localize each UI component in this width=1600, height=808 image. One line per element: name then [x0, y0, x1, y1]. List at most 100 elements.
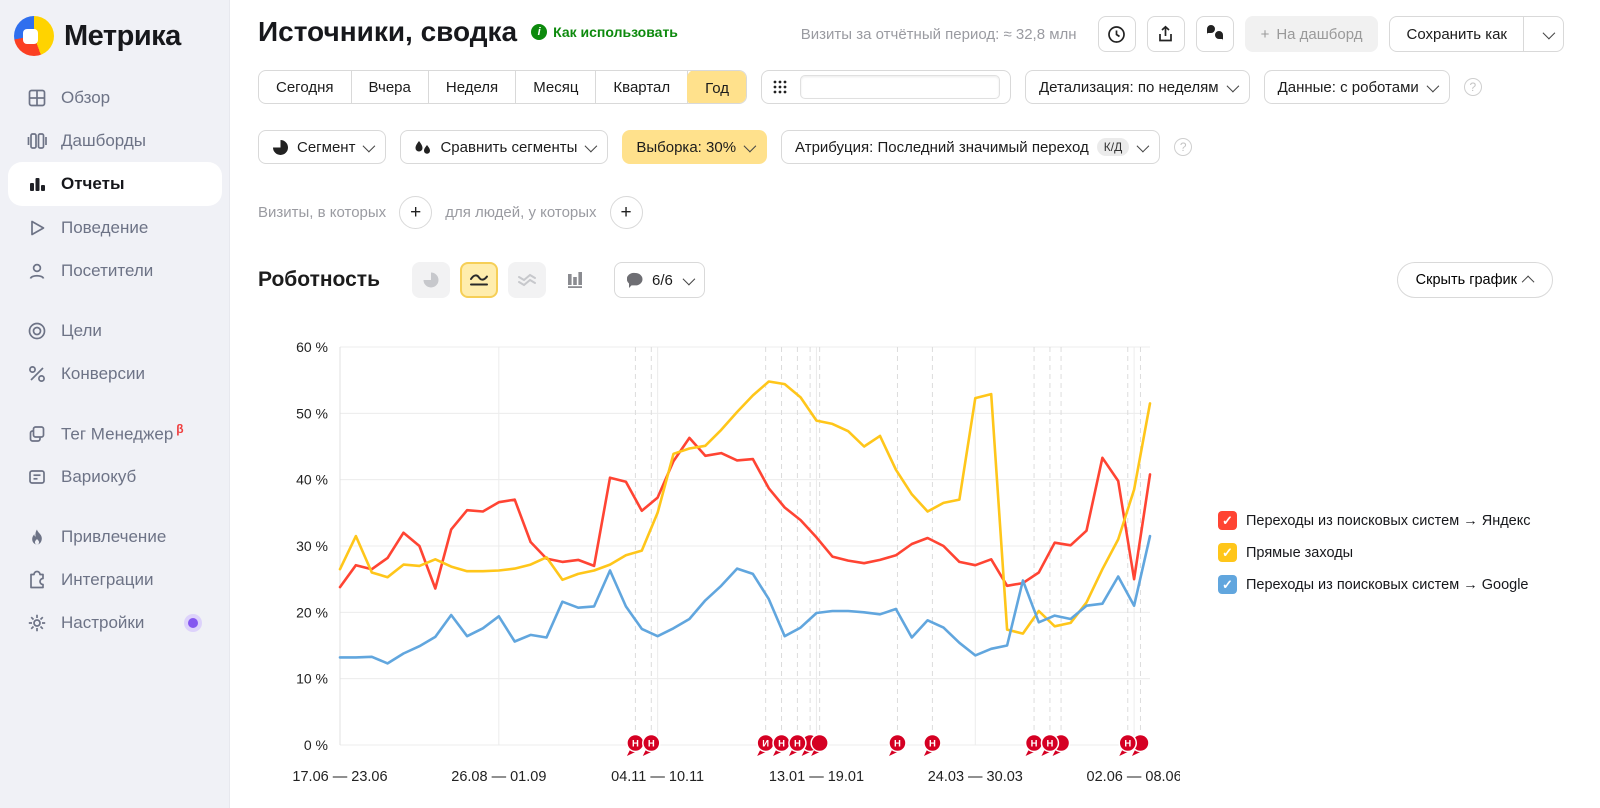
- save-as-button[interactable]: Сохранить как: [1406, 25, 1507, 43]
- save-as-dropdown-toggle[interactable]: [1523, 17, 1563, 51]
- chevron-down-icon: [1136, 139, 1150, 152]
- holiday-marker-letter: Н: [1124, 739, 1131, 750]
- x-axis-tick-label: 04.11 — 10.11: [611, 769, 704, 785]
- tab-yesterday[interactable]: Вчера: [352, 71, 429, 103]
- calendar-grid-icon[interactable]: [772, 79, 790, 95]
- add-to-dashboard-button[interactable]: + На дашборд: [1244, 16, 1379, 52]
- attribution-dropdown[interactable]: Атрибуция: Последний значимый переход К/…: [781, 130, 1161, 164]
- columns-chart-icon: [567, 272, 582, 288]
- y-axis-tick-label: 20 %: [296, 604, 328, 620]
- y-axis-tick-label: 30 %: [296, 538, 328, 554]
- x-axis-tick-label: 02.06 — 08.06: [1087, 769, 1180, 785]
- visits-period-note: Визиты за отчётный период: ≈ 32,8 млн: [800, 25, 1077, 43]
- visits-filter-label: Визиты, в которых: [258, 204, 387, 221]
- holiday-marker[interactable]: [888, 733, 907, 753]
- pie-icon: [273, 139, 288, 155]
- sidebar-item-reports[interactable]: Отчеты: [8, 162, 222, 206]
- hide-chart-button[interactable]: Скрыть график: [1396, 262, 1553, 298]
- sidebar-item-dashboards[interactable]: Дашборды: [0, 119, 230, 162]
- holiday-marker[interactable]: [642, 733, 661, 753]
- holiday-marker-letter: Н: [894, 739, 901, 750]
- sidebar-item-tag-manager[interactable]: Тег Менеджер β: [0, 412, 230, 455]
- speech-bubble-icon: [626, 272, 643, 288]
- person-icon: [26, 260, 47, 281]
- legend-item-google[interactable]: ✓ Переходы из поисковых систем → Google: [1218, 575, 1531, 594]
- line-chart-icon: [469, 274, 488, 286]
- y-axis-tick-label: 0 %: [304, 737, 328, 753]
- x-axis-tick-label: 13.01 — 19.01: [769, 769, 864, 785]
- gear-icon: [26, 612, 47, 633]
- date-range-input[interactable]: [800, 75, 1001, 99]
- annotations-dropdown[interactable]: 6/6: [613, 262, 705, 298]
- history-button[interactable]: [1097, 16, 1136, 52]
- attribution-badge: К/Д: [1096, 138, 1130, 156]
- sidebar-item-conversions[interactable]: Конверсии: [0, 352, 230, 395]
- sidebar-item-acquisition[interactable]: Привлечение: [0, 515, 230, 558]
- robotness-line-chart[interactable]: 0 % 10 % 20 % 30 % 40 % 50 % 60 % 17.06 — 23.06…: [270, 333, 1180, 799]
- sidebar-item-overview[interactable]: Обзор: [0, 76, 230, 119]
- tab-quarter[interactable]: Квартал: [596, 71, 689, 103]
- chevron-down-icon: [682, 272, 696, 285]
- holiday-marker-letter: Н: [778, 739, 785, 750]
- header-actions: Визиты за отчётный период: ≈ 32,8 млн + …: [801, 16, 1564, 52]
- how-to-use-link[interactable]: i Как использовать: [531, 24, 678, 40]
- holiday-marker[interactable]: [923, 733, 942, 753]
- holiday-marker[interactable]: [810, 733, 829, 753]
- tab-today[interactable]: Сегодня: [259, 71, 352, 103]
- legend-item-direct[interactable]: ✓ Прямые заходы: [1218, 543, 1531, 562]
- x-axis-tick-label: 17.06 — 23.06: [292, 769, 387, 785]
- sidebar-nav: Обзор Дашборды Отчеты Поведение Посетите…: [0, 76, 230, 644]
- holiday-marker[interactable]: [1040, 733, 1060, 753]
- chevron-up-icon: [1521, 275, 1535, 288]
- tab-week[interactable]: Неделя: [429, 71, 517, 103]
- help-icon[interactable]: ?: [1463, 78, 1482, 96]
- settings-notification-dot: [184, 613, 202, 632]
- clock-icon: [1108, 25, 1125, 43]
- data-mode-dropdown[interactable]: Данные: с роботами: [1263, 70, 1450, 104]
- holiday-marker[interactable]: [788, 733, 807, 753]
- sidebar-item-behavior[interactable]: Поведение: [0, 206, 230, 249]
- segment-dropdown[interactable]: Сегмент: [258, 130, 387, 164]
- dashboards-icon: [26, 130, 47, 151]
- checkbox-checked-icon: ✓: [1218, 511, 1237, 530]
- tab-month[interactable]: Месяц: [516, 71, 597, 103]
- sidebar-item-label: Конверсии: [61, 363, 145, 383]
- tab-year[interactable]: Год: [687, 71, 747, 103]
- stacked-area-icon: [517, 273, 536, 287]
- chart-type-line-button[interactable]: [459, 262, 498, 298]
- line-series[interactable]: [338, 380, 1152, 635]
- variocube-icon: [26, 466, 47, 487]
- period-controls-row: Сегодня Вчера Неделя Месяц Квартал Год Д…: [258, 70, 1482, 104]
- comments-button[interactable]: [1195, 16, 1234, 52]
- chevron-down-icon: [1426, 79, 1440, 92]
- sidebar-item-label: Цели: [61, 320, 102, 340]
- sidebar-item-integrations[interactable]: Интеграции: [0, 558, 230, 601]
- add-people-condition-button[interactable]: +: [609, 196, 643, 229]
- sidebar-item-label: Дашборды: [61, 130, 146, 150]
- sidebar-item-label: Настройки: [61, 612, 145, 632]
- sidebar-item-settings[interactable]: Настройки: [0, 601, 230, 644]
- sidebar-item-variocube[interactable]: Вариокуб: [0, 455, 230, 498]
- sampling-dropdown[interactable]: Выборка: 30%: [622, 130, 768, 164]
- holiday-marker[interactable]: [1118, 733, 1138, 753]
- chart-type-pie-button[interactable]: [411, 262, 450, 298]
- detail-dropdown[interactable]: Детализация: по неделям: [1025, 70, 1250, 104]
- app-logo[interactable]: Метрика: [14, 16, 181, 56]
- sidebar-item-visitors[interactable]: Посетители: [0, 249, 230, 292]
- line-series[interactable]: [338, 534, 1152, 665]
- compare-segments-dropdown[interactable]: Сравнить сегменты: [400, 130, 609, 164]
- flame-icon: [26, 526, 47, 547]
- legend-item-yandex[interactable]: ✓ Переходы из поисковых систем → Яндекс: [1218, 511, 1531, 530]
- period-tabs: Сегодня Вчера Неделя Месяц Квартал Год: [258, 70, 748, 104]
- chart-type-columns-button[interactable]: [556, 262, 594, 298]
- chart-type-area-button[interactable]: [507, 262, 546, 298]
- sidebar-item-goals[interactable]: Цели: [0, 309, 230, 352]
- sidebar-item-label: Отчеты: [61, 174, 125, 193]
- line-series[interactable]: [338, 436, 1152, 590]
- holiday-marker-letter: Н: [794, 739, 801, 750]
- export-button[interactable]: [1146, 16, 1185, 52]
- add-visit-condition-button[interactable]: +: [399, 196, 433, 229]
- app-name: Метрика: [64, 19, 181, 52]
- drops-icon: [415, 140, 431, 154]
- help-icon[interactable]: ?: [1174, 138, 1193, 156]
